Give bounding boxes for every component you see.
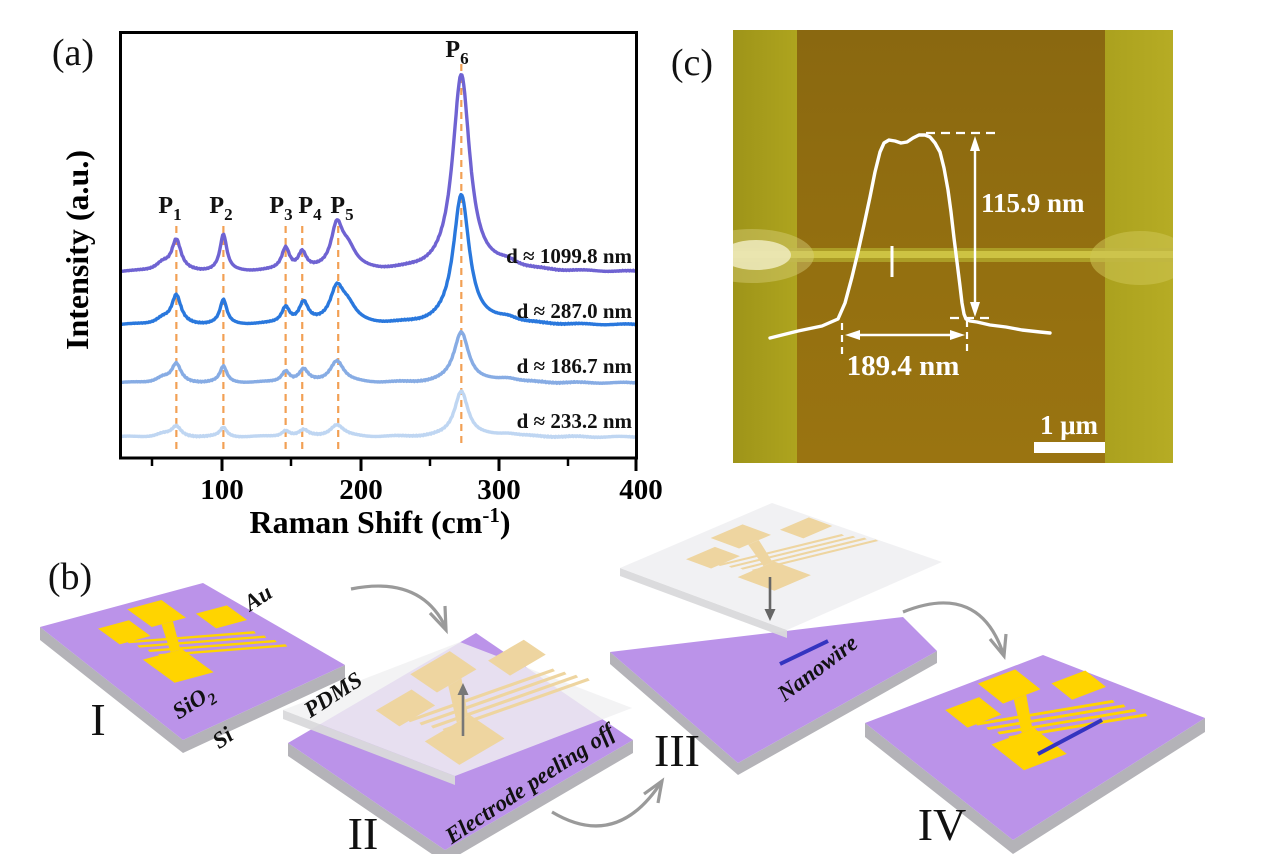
peak-guide-lines bbox=[175, 64, 463, 450]
panel-a-letter: (a) bbox=[52, 32, 94, 74]
nanowire-on-substrate bbox=[779, 639, 829, 666]
trace-thickness-labels: d ≈ 1099.8 nm d ≈ 287.0 nm d ≈ 186.7 nm … bbox=[506, 244, 632, 433]
afm-nanowire bbox=[733, 229, 1173, 285]
peak-label-p1: P1 bbox=[158, 193, 181, 224]
chip4-side bbox=[865, 718, 1205, 854]
peak-label-p3: P3 bbox=[269, 193, 292, 224]
spectrum-curve-4 bbox=[121, 389, 636, 440]
x-tick-200: 200 bbox=[339, 474, 383, 506]
measurement-annotations bbox=[840, 131, 997, 356]
peak-label-p6: P6 bbox=[445, 37, 468, 68]
step-2-chip: PDMS Electrode peeling off II bbox=[283, 620, 633, 854]
step-4-chip: IV bbox=[865, 650, 1205, 854]
trace-label-3: d ≈ 186.7 nm bbox=[517, 354, 633, 378]
width-measurement-label: 189.4 nm bbox=[847, 350, 960, 382]
transferred-nanowire bbox=[1037, 718, 1103, 756]
trace-label-4: d ≈ 233.2 nm bbox=[517, 409, 633, 433]
trace-label-2: d ≈ 287.0 nm bbox=[517, 299, 633, 323]
measurement-arrowheads bbox=[845, 136, 980, 340]
step-3-assembly: Nanowire III bbox=[610, 503, 942, 776]
place-down-arrow bbox=[764, 577, 776, 621]
step-1-numeral: I bbox=[90, 694, 105, 745]
panel-a-raman-chart: (a) 100 200 300 400 Raman Shift (cm-1) I… bbox=[52, 31, 663, 540]
pdms3-edge bbox=[620, 568, 787, 638]
height-profile-curve bbox=[768, 133, 1052, 340]
arrow-step1-to-step2 bbox=[350, 584, 448, 635]
arrow-step2-to-step3 bbox=[551, 777, 665, 828]
peak-label-p5: P5 bbox=[330, 193, 353, 224]
plot-frame bbox=[119, 31, 638, 460]
x-axis-ticks bbox=[150, 458, 638, 471]
pdms2-edge bbox=[283, 710, 455, 785]
panel-c-letter: (c) bbox=[671, 42, 713, 84]
trace-label-1: d ≈ 1099.8 nm bbox=[506, 244, 632, 268]
x-tick-300: 300 bbox=[477, 474, 521, 506]
x-axis-title: Raman Shift (cm-1) bbox=[249, 503, 510, 540]
spectrum-curve-2 bbox=[121, 192, 636, 327]
x-tick-400: 400 bbox=[619, 474, 663, 506]
step-2-numeral: II bbox=[348, 808, 379, 854]
height-measurement-label: 115.9 nm bbox=[981, 188, 1085, 218]
scalebar-label: 1 μm bbox=[1040, 410, 1099, 440]
peak-label-p2: P2 bbox=[209, 193, 232, 224]
panel-c-afm-image: (c) bbox=[671, 30, 1173, 463]
step-3-numeral: III bbox=[654, 725, 700, 776]
panel-b-letter: (b) bbox=[48, 556, 92, 598]
peel-up-arrow bbox=[457, 683, 469, 736]
arrow-step3-to-step4 bbox=[902, 601, 1008, 661]
peak-label-p4: P4 bbox=[298, 193, 322, 224]
x-tick-100: 100 bbox=[200, 474, 244, 506]
step-4-numeral: IV bbox=[918, 799, 967, 850]
y-axis-title: Intensity (a.u.) bbox=[59, 150, 95, 350]
spectrum-curve-1 bbox=[121, 72, 636, 274]
chip2-side bbox=[288, 740, 633, 854]
scalebar bbox=[1034, 442, 1105, 453]
chip3-substrate bbox=[610, 617, 937, 763]
afm-scan: 115.9 nm 189.4 nm 1 μm bbox=[733, 30, 1173, 463]
peak-labels: P1 P2 P3 P4 P5 P6 bbox=[158, 37, 468, 224]
chip3-side bbox=[610, 651, 937, 775]
panel-b-schematic: (b) Au SiO2 Si I bbox=[40, 503, 1205, 854]
spectrum-curve-3 bbox=[121, 330, 636, 385]
step-1-chip: Au SiO2 Si I bbox=[40, 579, 345, 754]
spectra-curves bbox=[121, 72, 636, 440]
